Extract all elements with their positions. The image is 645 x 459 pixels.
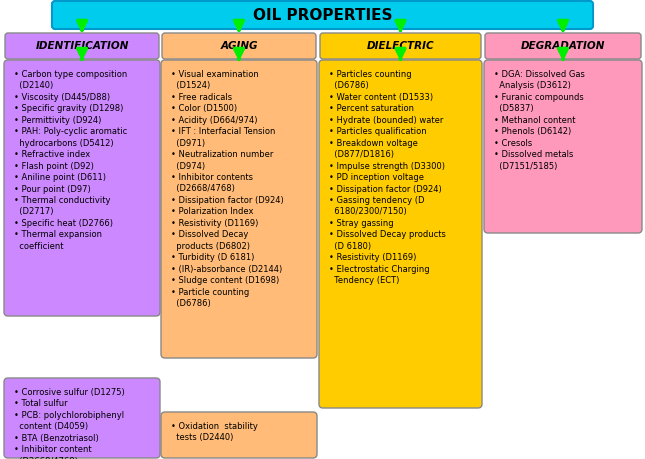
Text: • Corrosive sulfur (D1275)
• Total sulfur
• PCB: polychlorobiphenyl
  content (D: • Corrosive sulfur (D1275) • Total sulfu…: [14, 388, 124, 459]
FancyBboxPatch shape: [162, 33, 316, 59]
FancyBboxPatch shape: [161, 60, 317, 358]
Text: DIELECTRIC: DIELECTRIC: [367, 41, 434, 51]
Text: • DGA: Dissolved Gas
  Analysis (D3612)
• Furanic compounds
  (D5837)
• Methanol: • DGA: Dissolved Gas Analysis (D3612) • …: [494, 70, 585, 171]
FancyBboxPatch shape: [52, 1, 593, 29]
Text: • Particles counting
  (D6786)
• Water content (D1533)
• Percent saturation
• Hy: • Particles counting (D6786) • Water con…: [329, 70, 446, 285]
FancyBboxPatch shape: [484, 60, 642, 233]
FancyBboxPatch shape: [320, 33, 481, 59]
Text: OIL PROPERTIES: OIL PROPERTIES: [253, 7, 392, 22]
Text: IDENTIFICATION: IDENTIFICATION: [35, 41, 129, 51]
Text: • Oxidation  stability
  tests (D2440): • Oxidation stability tests (D2440): [171, 422, 258, 442]
Text: DEGRADATION: DEGRADATION: [521, 41, 605, 51]
FancyBboxPatch shape: [4, 60, 160, 316]
Text: • Visual examination
  (D1524)
• Free radicals
• Color (D1500)
• Acidity (D664/9: • Visual examination (D1524) • Free radi…: [171, 70, 284, 308]
Text: • Carbon type composition
  (D2140)
• Viscosity (D445/D88)
• Specific gravity (D: • Carbon type composition (D2140) • Visc…: [14, 70, 127, 251]
Text: AGING: AGING: [220, 41, 258, 51]
FancyBboxPatch shape: [485, 33, 641, 59]
FancyBboxPatch shape: [161, 412, 317, 458]
FancyBboxPatch shape: [5, 33, 159, 59]
FancyBboxPatch shape: [4, 378, 160, 458]
FancyBboxPatch shape: [319, 60, 482, 408]
